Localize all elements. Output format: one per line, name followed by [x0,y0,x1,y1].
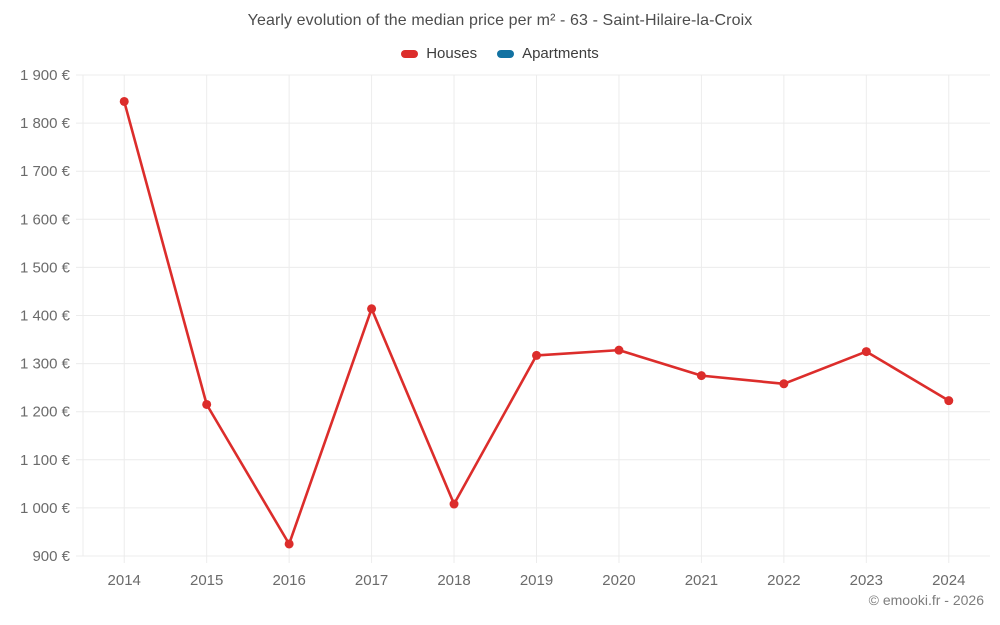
y-axis-label: 1 100 € [20,452,71,469]
chart-title: Yearly evolution of the median price per… [247,12,753,29]
data-point-2015[interactable] [202,399,212,409]
x-axis-label: 2021 [685,572,718,589]
data-point-2024[interactable] [944,396,954,406]
y-axis-label: 1 700 € [20,163,71,180]
x-axis-label: 2014 [108,572,141,589]
legend-label-apartments: Apartments [522,45,599,62]
legend-item-houses[interactable]: Houses [401,45,477,62]
y-axis-label: 1 300 € [20,356,71,373]
legend-item-apartments[interactable]: Apartments [497,45,599,62]
x-axis-label: 2019 [520,572,553,589]
houses-swatch-icon [401,49,419,58]
x-axis-label: 2020 [602,572,635,589]
y-axis-label: 900 € [32,548,70,565]
data-point-2020[interactable] [614,345,624,355]
apartments-swatch-icon [497,49,515,58]
y-axis-label: 1 400 € [20,308,71,325]
data-point-2014[interactable] [119,96,129,106]
data-point-2022[interactable] [779,379,789,389]
data-point-2017[interactable] [367,304,377,314]
data-point-2019[interactable] [532,350,541,360]
y-axis-label: 1 000 € [20,500,71,517]
y-axis-label: 1 200 € [20,404,71,421]
x-axis-label: 2016 [272,572,305,589]
x-axis-label: 2018 [437,572,470,589]
y-axis-label: 1 900 € [20,67,71,84]
data-point-2021[interactable] [696,371,706,381]
x-axis-label: 2023 [850,572,883,589]
y-axis-label: 1 500 € [20,259,71,276]
copyright-credit: © emooki.fr - 2026 [868,592,984,608]
x-axis-label: 2017 [355,572,388,589]
data-point-2018[interactable] [449,499,459,509]
legend-label-houses: Houses [426,45,478,62]
data-point-2016[interactable] [284,539,294,549]
y-axis-label: 1 800 € [20,115,71,132]
x-axis-label: 2015 [190,572,223,589]
y-axis-label: 1 600 € [20,211,71,228]
x-axis-label: 2022 [767,572,800,589]
x-axis-label: 2024 [932,572,965,589]
chart-legend: Houses Apartments [0,45,1000,62]
data-point-2023[interactable] [861,347,871,357]
